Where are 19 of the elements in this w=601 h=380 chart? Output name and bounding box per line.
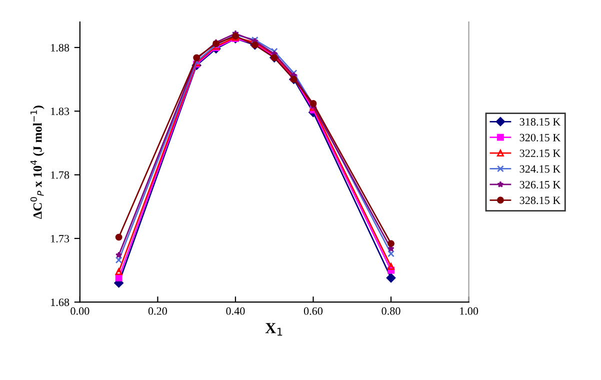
- legend-label: 322.15 K: [520, 150, 561, 158]
- x-tick-label: 0.20: [148, 307, 167, 315]
- legend-label: 318.15 K: [520, 118, 561, 126]
- legend-label: 328.15 K: [520, 196, 561, 204]
- legend-label: 326.15 K: [520, 180, 561, 188]
- x-tick-label: 0.00: [70, 307, 90, 315]
- legend-label: 324.15 K: [520, 165, 561, 173]
- y-tick-label: 1.83: [51, 108, 70, 116]
- legend-label: 320.15 K: [520, 134, 561, 142]
- y-tick-label: 1.78: [51, 171, 70, 179]
- x-tick-label: 1.00: [460, 307, 478, 315]
- x-axis-title: X$_{1}$: [265, 323, 282, 336]
- y-tick-label: 1.88: [51, 44, 70, 52]
- x-tick-label: 0.80: [382, 307, 400, 315]
- x-tick-label: 0.40: [226, 307, 245, 315]
- y-axis-title: ΔC$^{0}$$_{P}$ x 10$^{4}$ (J mol$^{−1}$): [30, 106, 44, 219]
- y-tick-label: 1.68: [51, 298, 70, 306]
- y-tick-label: 1.73: [51, 234, 70, 242]
- x-tick-label: 0.60: [304, 307, 323, 315]
